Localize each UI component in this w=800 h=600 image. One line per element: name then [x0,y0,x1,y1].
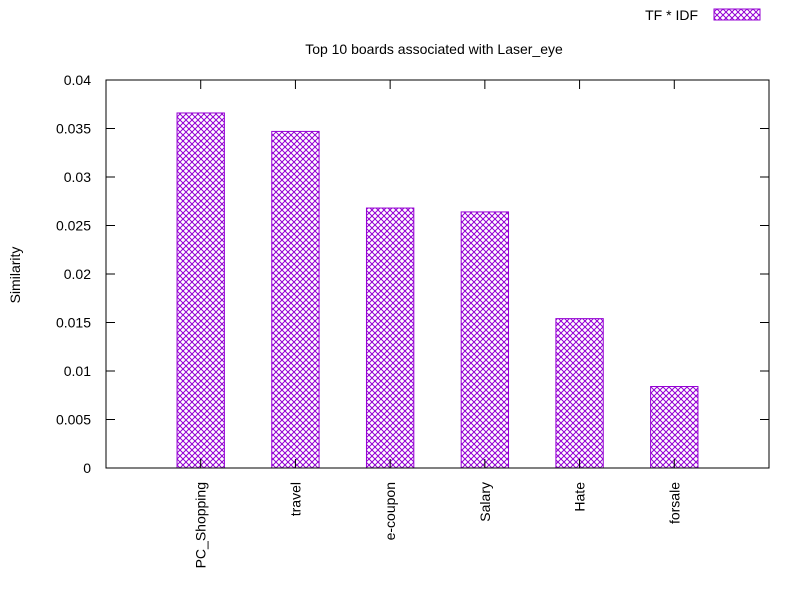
y-tick-label: 0.01 [64,363,91,379]
y-tick-label: 0.04 [64,72,91,88]
bar-forsale [650,386,699,469]
x-tick-label: travel [287,482,303,516]
x-tick-label: Hate [572,482,588,512]
y-axis-label: Similarity [7,247,23,304]
y-tick-label: 0.005 [56,412,91,428]
legend: TF * IDF [645,7,761,23]
legend-swatch [713,8,761,21]
y-tick-label: 0.02 [64,266,91,282]
chart-title: Top 10 boards associated with Laser_eye [305,41,563,57]
plot-frame [105,79,770,469]
y-axis-ticks: 0 0.005 0.01 0.015 0.02 0.025 0.03 0.035 0.04 [56,72,769,476]
y-tick-label: 0.025 [56,218,91,234]
bar-travel [271,130,320,469]
bar-hate [555,318,604,469]
y-tick-label: 0 [83,460,91,476]
x-axis-ticks: PC_Shopping travel e-coupon Salary Hate forsa… [193,80,682,568]
legend-label: TF * IDF [645,7,698,23]
y-tick-label: 0.015 [56,315,91,331]
y-tick-label: 0.035 [56,121,91,137]
y-tick-label: 0.03 [64,169,91,185]
x-tick-label: forsale [666,482,682,524]
bar-salary [460,211,510,469]
bar-e-coupon [365,207,415,469]
x-tick-label: e-coupon [382,482,398,540]
x-tick-label: Salary [477,482,493,522]
x-tick-label: PC_Shopping [193,482,209,568]
bars [176,112,699,469]
bar-pc-shopping [176,112,225,469]
